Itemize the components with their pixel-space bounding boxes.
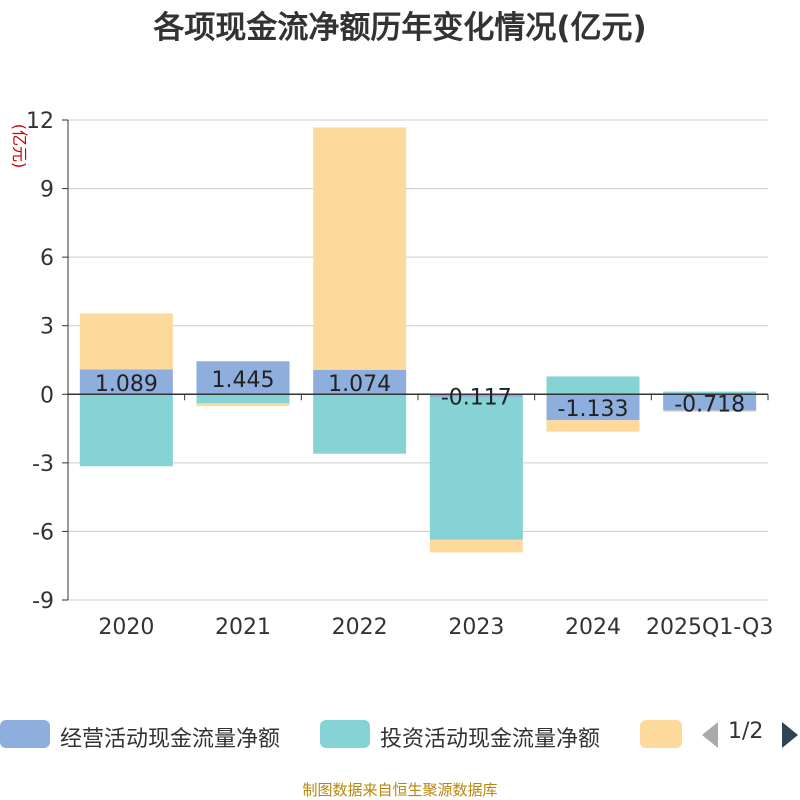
legend-label-investing: 投资活动现金流量净额	[380, 727, 601, 752]
y-axis-label: (亿元)	[10, 124, 29, 169]
legend: 经营活动现金流量净额 投资活动现金流量净额 1/2	[0, 714, 800, 754]
legend-swatch-operating	[0, 720, 50, 748]
data-label: 1.089	[95, 372, 158, 397]
bar-financing	[429, 539, 523, 553]
bar-financing	[546, 420, 640, 432]
bar-operating	[546, 394, 640, 421]
bar-investing	[663, 391, 757, 395]
bar-investing	[79, 394, 173, 467]
legend-next-page-icon[interactable]	[782, 722, 798, 748]
y-tick-label: 9	[40, 178, 54, 203]
source-footer: 制图数据来自恒生聚源数据库	[302, 781, 498, 799]
bar-financing	[663, 410, 757, 412]
bar-operating	[663, 394, 757, 411]
data-label: -0.718	[674, 392, 745, 417]
data-label: -1.133	[558, 397, 629, 422]
y-tick-label: 6	[40, 246, 54, 271]
chart-title: 各项现金流净额历年变化情况(亿元)	[153, 10, 647, 46]
legend-page-indicator: 1/2	[728, 719, 764, 744]
bar-investing	[196, 394, 290, 404]
data-label: 1.445	[212, 368, 275, 393]
bar-investing	[313, 394, 407, 454]
x-tick-label: 2024	[565, 615, 621, 640]
legend-label-operating: 经营活动现金流量净额	[60, 727, 281, 752]
x-tick-label: 2025Q1-Q3	[646, 615, 773, 640]
chart-plot: 12 9 6 3 0 -3 -6 -9 (亿元) 2020 2021 2022 2023 2024 2025…	[10, 109, 773, 640]
bar-operating	[79, 369, 173, 395]
y-tick-label: -3	[32, 452, 54, 477]
x-tick-label: 2021	[215, 615, 271, 640]
legend-swatch-financing	[640, 720, 682, 748]
x-tick-label: 2022	[332, 615, 388, 640]
bar-operating	[313, 369, 407, 395]
bar-operating	[429, 394, 523, 397]
y-tick-label: 0	[40, 383, 54, 408]
bar-financing	[79, 313, 173, 370]
y-tick-label: -6	[32, 520, 54, 545]
legend-prev-page-icon[interactable]	[702, 722, 718, 748]
bar-operating	[196, 361, 290, 395]
data-label: -0.117	[441, 386, 512, 411]
x-tick-label: 2020	[98, 615, 154, 640]
bar-financing	[196, 403, 290, 407]
legend-swatch-investing	[320, 720, 370, 748]
y-tick-label: 12	[26, 109, 54, 134]
y-tick-label: 3	[40, 315, 54, 340]
data-label: 1.074	[328, 372, 391, 397]
bar-financing	[313, 127, 407, 370]
x-tick-label: 2023	[448, 615, 504, 640]
bar-investing	[546, 376, 640, 395]
bar-investing	[429, 396, 523, 540]
y-tick-label: -9	[32, 589, 54, 614]
